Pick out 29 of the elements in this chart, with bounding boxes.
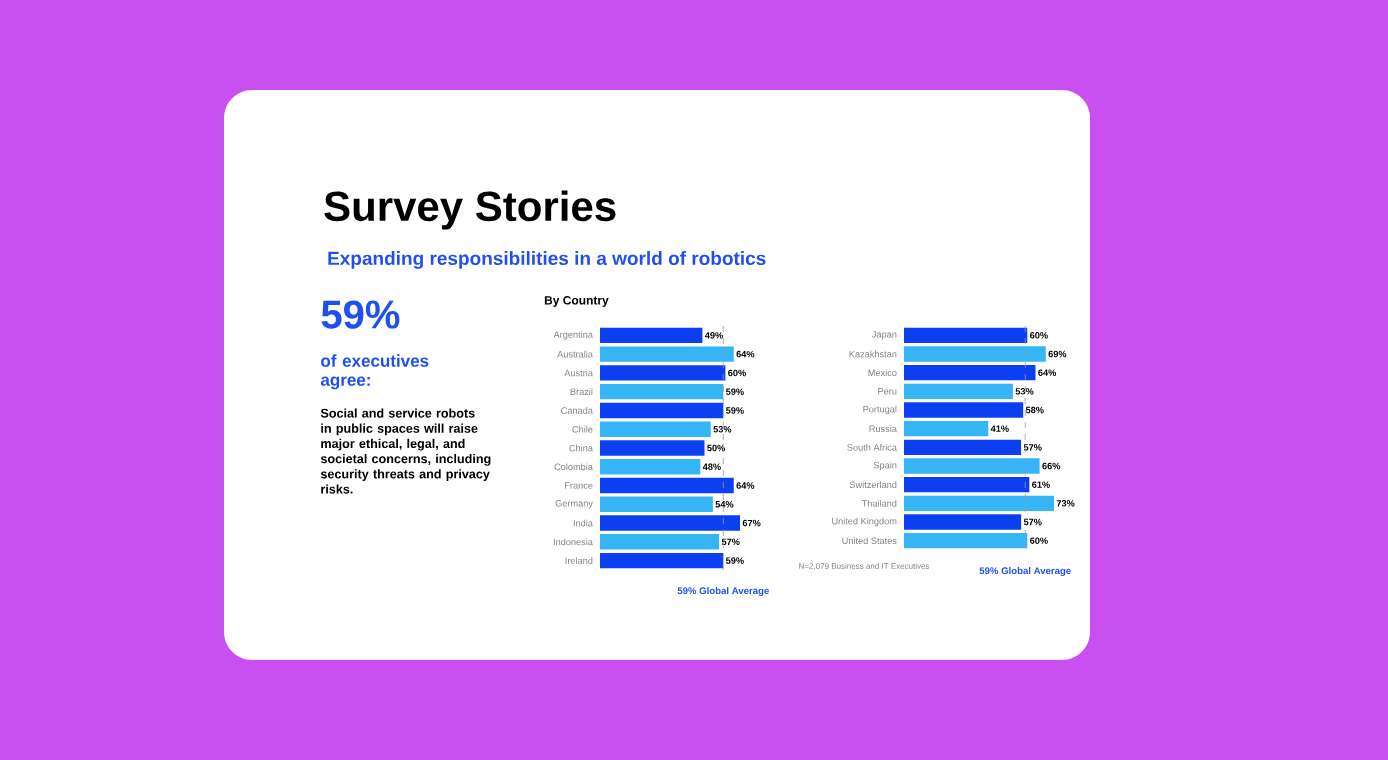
bar <box>600 346 734 362</box>
text: Survey Stories <box>324 190 616 230</box>
bar <box>904 383 1013 399</box>
bar <box>600 365 726 381</box>
bar <box>600 459 701 475</box>
bar <box>904 402 1024 418</box>
bar <box>904 495 1054 511</box>
bar <box>904 477 1030 493</box>
bar <box>904 514 1022 530</box>
bar <box>904 365 1036 381</box>
bar <box>904 327 1028 343</box>
bar <box>600 440 705 456</box>
text: of executives agree: <box>320 354 429 390</box>
bar <box>904 458 1040 474</box>
text: 59% <box>321 300 400 329</box>
bar <box>600 421 711 437</box>
bar <box>600 552 724 569</box>
bar <box>904 346 1046 362</box>
bar <box>600 327 703 344</box>
bar <box>600 534 720 550</box>
bar <box>904 439 1022 455</box>
bar <box>904 421 989 437</box>
bar <box>600 496 713 512</box>
text: Expanding responsibilities in a world of robotics <box>328 251 766 269</box>
bar <box>600 383 724 400</box>
bar <box>600 477 734 494</box>
bar <box>600 402 724 419</box>
bar <box>904 532 1028 549</box>
bar <box>600 515 740 531</box>
